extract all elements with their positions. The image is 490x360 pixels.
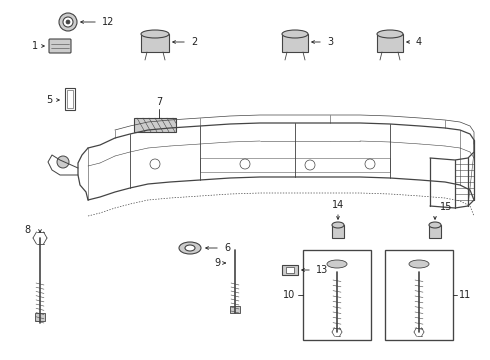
Polygon shape bbox=[200, 158, 390, 172]
Bar bbox=[286, 267, 294, 273]
Circle shape bbox=[59, 13, 77, 31]
Ellipse shape bbox=[185, 245, 195, 251]
Text: 14: 14 bbox=[332, 200, 344, 210]
Text: 15: 15 bbox=[440, 202, 452, 212]
Ellipse shape bbox=[141, 30, 169, 38]
Bar bbox=[65, 88, 75, 110]
Text: 2: 2 bbox=[191, 37, 197, 47]
Bar bbox=[67, 90, 73, 108]
Polygon shape bbox=[377, 34, 403, 52]
Ellipse shape bbox=[429, 222, 441, 228]
FancyBboxPatch shape bbox=[49, 39, 71, 53]
Circle shape bbox=[365, 159, 375, 169]
Text: 5: 5 bbox=[46, 95, 52, 105]
Ellipse shape bbox=[377, 30, 403, 38]
Text: 11: 11 bbox=[459, 290, 471, 300]
Bar bbox=[303, 250, 371, 340]
Text: 8: 8 bbox=[24, 225, 30, 235]
Circle shape bbox=[66, 20, 70, 24]
Bar bbox=[385, 250, 453, 340]
Text: 6: 6 bbox=[224, 243, 230, 253]
Text: 12: 12 bbox=[102, 17, 114, 27]
Circle shape bbox=[57, 156, 69, 168]
Bar bbox=[282, 265, 298, 275]
Text: 10: 10 bbox=[283, 290, 295, 300]
Text: 9: 9 bbox=[214, 258, 220, 268]
Ellipse shape bbox=[332, 222, 344, 228]
Bar bbox=[134, 118, 176, 132]
Polygon shape bbox=[282, 34, 308, 52]
Ellipse shape bbox=[282, 30, 308, 38]
Circle shape bbox=[240, 159, 250, 169]
Ellipse shape bbox=[327, 260, 347, 268]
Ellipse shape bbox=[409, 260, 429, 268]
Text: 1: 1 bbox=[32, 41, 38, 51]
Text: 13: 13 bbox=[316, 265, 328, 275]
Circle shape bbox=[63, 17, 73, 27]
Text: 7: 7 bbox=[156, 97, 162, 107]
Circle shape bbox=[150, 159, 160, 169]
Circle shape bbox=[305, 160, 315, 170]
Bar bbox=[35, 313, 45, 321]
Polygon shape bbox=[141, 34, 169, 52]
Text: 3: 3 bbox=[327, 37, 333, 47]
Bar bbox=[230, 306, 240, 313]
Ellipse shape bbox=[179, 242, 201, 254]
Polygon shape bbox=[429, 225, 441, 238]
Polygon shape bbox=[332, 225, 344, 238]
Text: 4: 4 bbox=[416, 37, 422, 47]
